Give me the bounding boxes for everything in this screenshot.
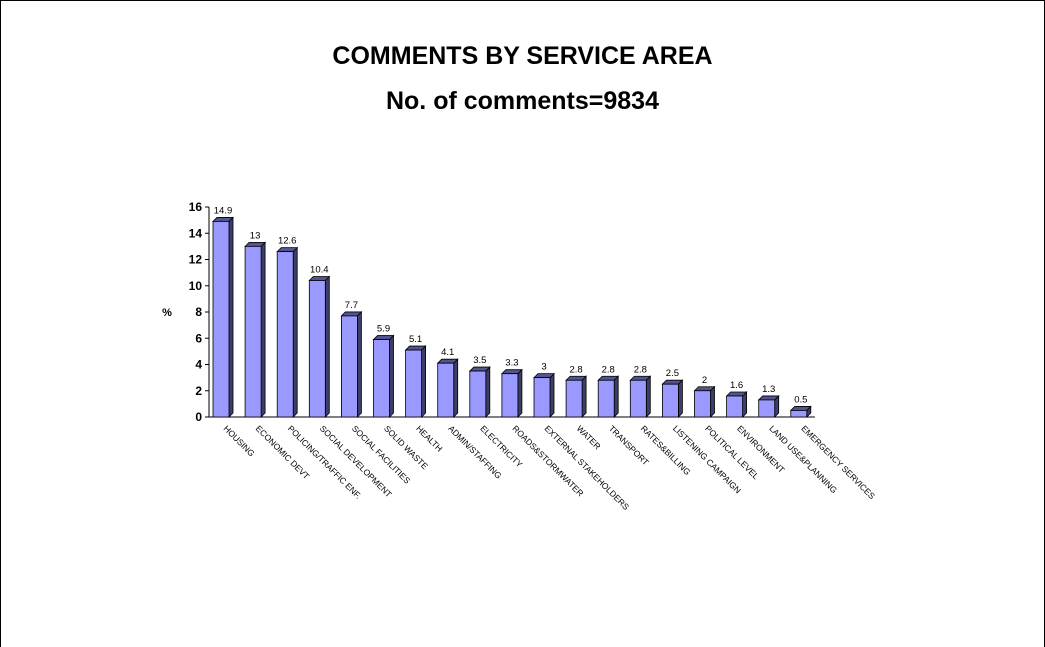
bar-top <box>308 276 331 281</box>
bar-top <box>597 375 620 381</box>
category-label: SOCIAL FACILITIES <box>350 423 413 486</box>
data-label: 7.7 <box>345 300 358 311</box>
category-label: WATER <box>575 423 603 451</box>
data-label: 10.4 <box>310 265 329 276</box>
data-label: 5.9 <box>377 324 390 335</box>
data-label: 1.3 <box>762 384 775 395</box>
bar-top <box>404 345 427 351</box>
bar-top <box>212 217 234 222</box>
y-tick-label: 2 <box>195 384 202 398</box>
y-tick-label: 14 <box>189 226 203 240</box>
bar <box>340 315 358 418</box>
data-label: 2.5 <box>666 368 679 379</box>
bar-side <box>356 310 362 418</box>
category-label: HOUSING <box>222 423 257 458</box>
bar-side <box>517 368 523 418</box>
bar-top <box>436 358 459 364</box>
y-tick-label: 6 <box>195 331 202 345</box>
bar <box>212 221 230 418</box>
data-label: 12.6 <box>278 236 297 247</box>
bar <box>405 349 423 418</box>
y-tick-label: 0 <box>195 410 202 424</box>
data-label: 4.1 <box>441 347 454 358</box>
bar <box>244 245 262 418</box>
bar-side <box>678 379 683 418</box>
data-label: 3 <box>541 362 546 373</box>
bar-top <box>757 395 780 401</box>
y-tick-label: 16 <box>189 200 203 214</box>
data-label: 5.1 <box>409 334 422 345</box>
bar-side <box>421 345 427 418</box>
bar <box>533 377 551 418</box>
y-axis-title: % <box>162 307 172 319</box>
bar-side <box>292 246 298 418</box>
bar <box>469 370 487 418</box>
bar <box>308 280 326 418</box>
bar-side <box>485 366 491 418</box>
bar-top <box>629 375 652 381</box>
data-label: 13 <box>250 230 261 241</box>
bar-side <box>549 372 555 418</box>
y-tick-label: 8 <box>195 305 202 319</box>
bar <box>662 383 679 418</box>
bar-top <box>725 391 748 397</box>
bar-side <box>645 375 651 418</box>
data-label: 2.8 <box>569 364 582 375</box>
bar <box>597 379 615 418</box>
data-label: 2.8 <box>634 364 647 375</box>
chart-subtitle: No. of comments=9834 <box>385 87 659 115</box>
bar <box>276 251 294 418</box>
bar-side <box>453 358 459 418</box>
bar-side <box>324 275 330 418</box>
bar-side <box>581 375 587 418</box>
bar-top <box>565 375 588 381</box>
bar-side <box>228 216 234 418</box>
bar-top <box>468 366 491 372</box>
data-label: 14.9 <box>214 205 233 216</box>
bar-top <box>500 369 523 375</box>
category-label: HEALTH <box>414 423 444 453</box>
chart-title: COMMENTS BY SERVICE AREA <box>332 42 713 70</box>
bar-side <box>710 385 715 418</box>
bar <box>437 362 455 418</box>
bar <box>790 410 808 418</box>
y-tick-label: 12 <box>189 253 203 267</box>
bar-top <box>340 311 363 317</box>
y-tick-label: 10 <box>189 279 203 293</box>
bar-top <box>276 247 299 253</box>
bar-top <box>533 373 555 379</box>
bar-side <box>389 334 394 418</box>
bar-top <box>372 335 395 340</box>
bar <box>373 339 390 418</box>
bar-top <box>244 241 267 247</box>
bar-top <box>693 386 716 392</box>
data-label: 3.3 <box>505 358 518 369</box>
bar <box>629 379 647 418</box>
data-label: 2 <box>702 375 707 386</box>
data-label: 3.5 <box>473 355 486 366</box>
bar <box>726 395 743 418</box>
bar <box>694 390 711 418</box>
bar-side <box>613 375 619 418</box>
data-label: 2.8 <box>602 364 615 375</box>
bar-top <box>661 379 684 385</box>
bar <box>758 399 776 418</box>
bar-side <box>260 241 266 418</box>
data-label: 0.5 <box>794 394 807 405</box>
y-tick-label: 4 <box>195 358 202 372</box>
category-label: POLITICAL LEVEL <box>703 423 761 481</box>
data-label: 1.6 <box>730 380 743 391</box>
bar-top <box>789 406 812 411</box>
bar <box>565 379 583 418</box>
bar <box>501 373 519 418</box>
